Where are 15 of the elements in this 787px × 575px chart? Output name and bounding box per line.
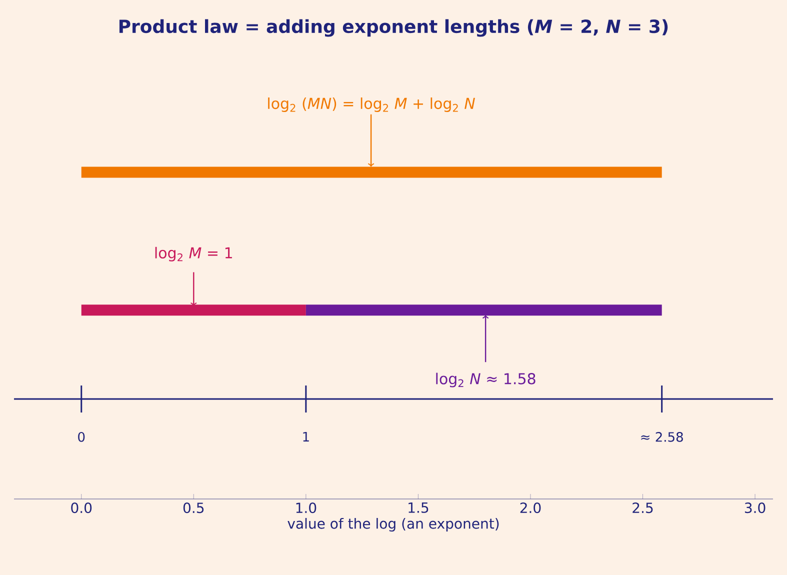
x-tick-label: 2.5: [632, 502, 653, 514]
x2-tick-label: 1: [303, 432, 309, 442]
x-tick-label: 0.5: [183, 502, 204, 514]
x-axis-title: value of the log (an exponent): [288, 518, 499, 532]
x-tick-label: 3.0: [744, 502, 766, 514]
x-tick-label: 1.0: [296, 502, 316, 514]
x-tick-label: 0.0: [71, 502, 92, 514]
x-tick-label: 1.5: [408, 502, 428, 513]
annotation: log$_{2}$ M = 1: [155, 246, 232, 262]
x-tick-label: 2.0: [520, 502, 541, 514]
chart-title: Product law = adding exponent lengths (M = 2, N = 3): [119, 19, 668, 37]
x2-tick-label: 0: [78, 432, 85, 442]
annotation: log$_{2}$ N ≈ 1.58: [436, 372, 536, 388]
x2-tick-label: ≈ 2.58: [641, 432, 683, 442]
text: log$_{2}$ (MN) = log$_{2}$ M + log$_{2}$ N: [268, 97, 475, 112]
